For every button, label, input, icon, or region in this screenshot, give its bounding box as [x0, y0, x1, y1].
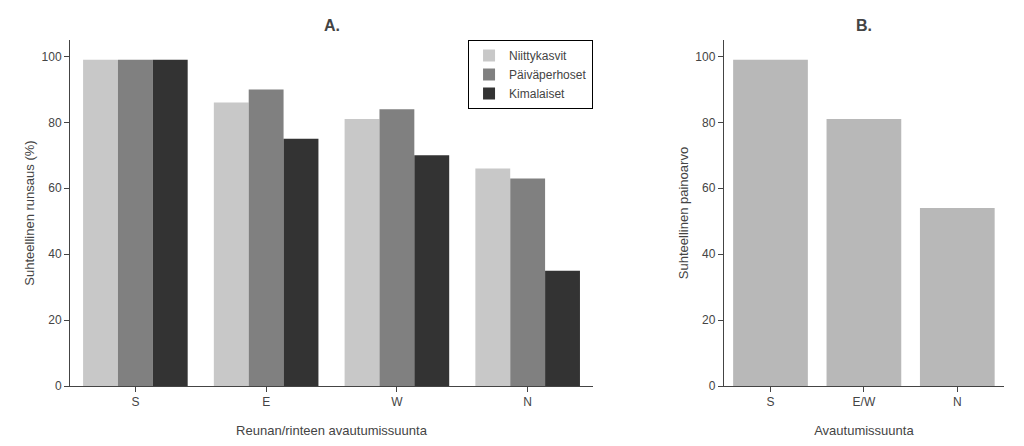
svg-text:W: W [391, 395, 403, 409]
svg-text:60: 60 [702, 181, 716, 195]
svg-text:20: 20 [48, 313, 62, 327]
svg-text:Suhteellinen runsaus (%): Suhteellinen runsaus (%) [22, 140, 37, 285]
svg-text:N: N [523, 395, 532, 409]
svg-text:E/W: E/W [853, 395, 876, 409]
svg-text:100: 100 [695, 50, 715, 64]
svg-text:B.: B. [856, 17, 872, 34]
svg-text:40: 40 [48, 247, 62, 261]
svg-text:Reunan/rinteen avautumissuunta: Reunan/rinteen avautumissuunta [236, 423, 428, 438]
svg-text:Suhteellinen painoarvo: Suhteellinen painoarvo [676, 147, 691, 279]
svg-text:N: N [953, 395, 962, 409]
svg-text:40: 40 [702, 247, 716, 261]
svg-text:20: 20 [702, 313, 716, 327]
svg-text:S: S [131, 395, 139, 409]
svg-text:Kimalaiset: Kimalaiset [509, 87, 565, 101]
svg-text:0: 0 [709, 379, 716, 393]
svg-text:A.: A. [324, 17, 340, 34]
svg-text:Avautumissuunta: Avautumissuunta [814, 423, 914, 438]
svg-text:E: E [262, 395, 270, 409]
svg-text:80: 80 [48, 116, 62, 130]
svg-text:80: 80 [702, 116, 716, 130]
svg-text:S: S [766, 395, 774, 409]
svg-text:0: 0 [55, 379, 62, 393]
svg-text:Niittykasvit: Niittykasvit [509, 49, 567, 63]
svg-text:100: 100 [42, 50, 62, 64]
svg-text:60: 60 [48, 181, 62, 195]
svg-text:Päiväperhoset: Päiväperhoset [509, 68, 586, 82]
